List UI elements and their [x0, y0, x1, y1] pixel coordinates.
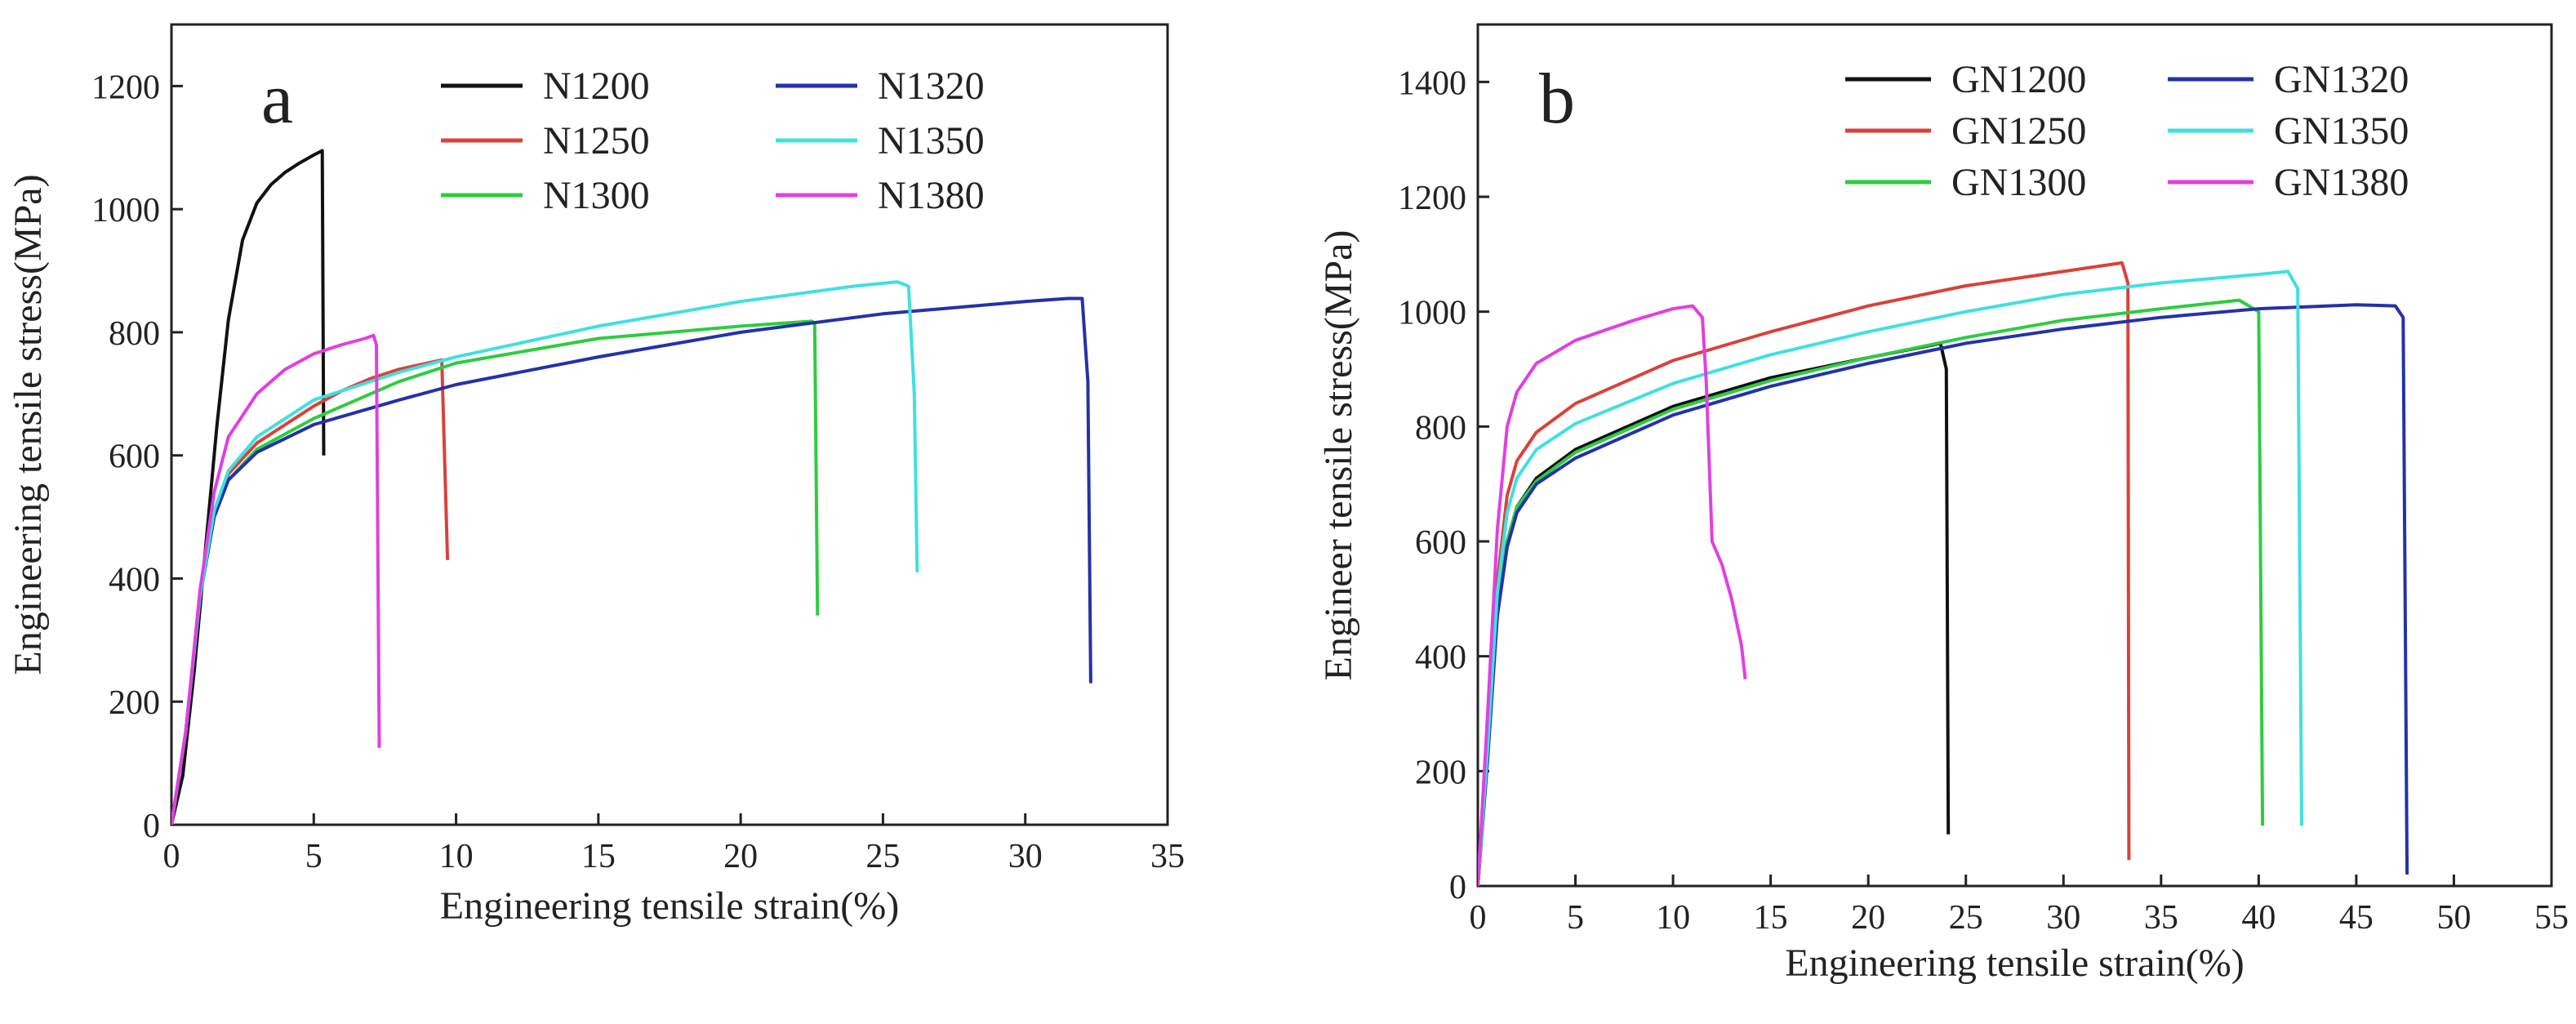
panel-a-y-tick-label: 400: [109, 561, 160, 599]
panel-a-y-tick-label: 1000: [91, 192, 160, 229]
panel-a-series-n1350: [171, 280, 919, 825]
panel-a-legend-label-n1300: N1300: [543, 174, 650, 217]
panel-b-y-tick-label: 800: [1415, 409, 1466, 447]
panel-b-y-axis-title: Engineer tensile stress(MPa): [1317, 230, 1360, 681]
panel-a-y-tick-label: 0: [143, 808, 160, 845]
panel-b-series-gn1380: [1478, 304, 1747, 886]
panel-b-x-tick-label: 50: [2436, 899, 2471, 937]
panel-b-legend-label-gn1320: GN1320: [2274, 58, 2409, 101]
panel-b-y-tick-label: 1200: [1398, 180, 1466, 217]
panel-b-legend-label-gn1300: GN1300: [1951, 161, 2086, 204]
panel-a-x-tick-label: 30: [1008, 838, 1043, 875]
panel-b-x-tick-label: 55: [2534, 899, 2569, 937]
panel-a-x-tick-label: 35: [1150, 838, 1185, 875]
panel-a-x-axis-title: Engineering tensile strain(%): [440, 884, 899, 928]
panel-a-panel-letter: a: [261, 60, 293, 139]
panel-b-chart: 0 5 10 15 20 25 30 35 40 45 50 55 0 200 400 600 800 1000 1…: [1317, 23, 2569, 985]
panel-b-series-gn1320: [1478, 303, 2409, 886]
panel-b-y-tick-label: 0: [1449, 869, 1466, 906]
panel-b-legend-label-gn1380: GN1380: [2274, 161, 2409, 204]
panel-a-x-tick-label: 0: [163, 838, 180, 875]
panel-b-series-gn1350: [1478, 269, 2303, 886]
panel-a-series-n1380: [171, 333, 381, 825]
panel-a-y-tick-label: 1200: [91, 69, 160, 106]
panel-b-legend-label-gn1350: GN1350: [2274, 109, 2409, 153]
panel-b-x-tick-label: 5: [1567, 899, 1584, 937]
panel-a-y-tick-label: 600: [109, 439, 160, 476]
panel-a-y-tick-label: 200: [109, 684, 160, 722]
panel-b-x-tick-label: 10: [1656, 899, 1690, 937]
panel-a-x-tick-label: 25: [865, 838, 900, 875]
panel-a-x-tick-label: 5: [305, 838, 323, 875]
panel-a-x-tick-label: 10: [439, 838, 474, 875]
panel-a-x-tick-label: 15: [581, 838, 616, 875]
panel-b-x-tick-label: 0: [1470, 899, 1487, 937]
panel-b-x-tick-label: 30: [2046, 899, 2080, 937]
panel-a-legend-label-n1200: N1200: [543, 65, 650, 108]
panel-a-legend-label-n1320: N1320: [878, 65, 985, 108]
panel-b-y-tick-label: 200: [1415, 754, 1466, 791]
panel-a-legend-label-n1250: N1250: [543, 119, 650, 163]
panel-b-legend-label-gn1200: GN1200: [1951, 58, 2086, 101]
panel-b-x-tick-label: 40: [2241, 899, 2276, 937]
panel-a-y-tick-label: 800: [109, 315, 160, 353]
panel-b-y-tick-label: 1400: [1398, 65, 1466, 102]
panel-b-x-axis-title: Engineering tensile strain(%): [1785, 942, 2244, 985]
panel-a-plot-frame: [170, 23, 1169, 826]
panel-a-legend-label-n1350: N1350: [878, 119, 985, 163]
panel-b-y-tick-label: 400: [1415, 639, 1466, 677]
panel-a-legend-label-n1380: N1380: [878, 174, 985, 217]
panel-b-y-tick-label: 600: [1415, 524, 1466, 562]
panel-b-panel-letter: b: [1539, 60, 1575, 139]
panel-a-series-n1200: [171, 149, 326, 825]
panel-a-x-tick-label: 20: [723, 838, 758, 875]
panel-b-x-tick-label: 20: [1851, 899, 1885, 937]
panel-b-x-tick-label: 15: [1754, 899, 1788, 937]
panel-b-x-tick-label: 35: [2144, 899, 2178, 937]
panel-a-y-axis-title: Engineering tensile stress(MPa): [7, 174, 50, 675]
panel-b-legend-label-gn1250: GN1250: [1951, 109, 2086, 153]
panel-a-chart: 0 5 10 15 20 25 30 35 0 200 400 600 800 1000 1200 Engin…: [7, 23, 1185, 928]
panel-b-y-tick-label: 1000: [1398, 295, 1466, 332]
panel-b-plot-frame: [1476, 23, 2553, 888]
panel-b-x-tick-label: 45: [2339, 899, 2374, 937]
panel-b-x-tick-label: 25: [1949, 899, 1983, 937]
